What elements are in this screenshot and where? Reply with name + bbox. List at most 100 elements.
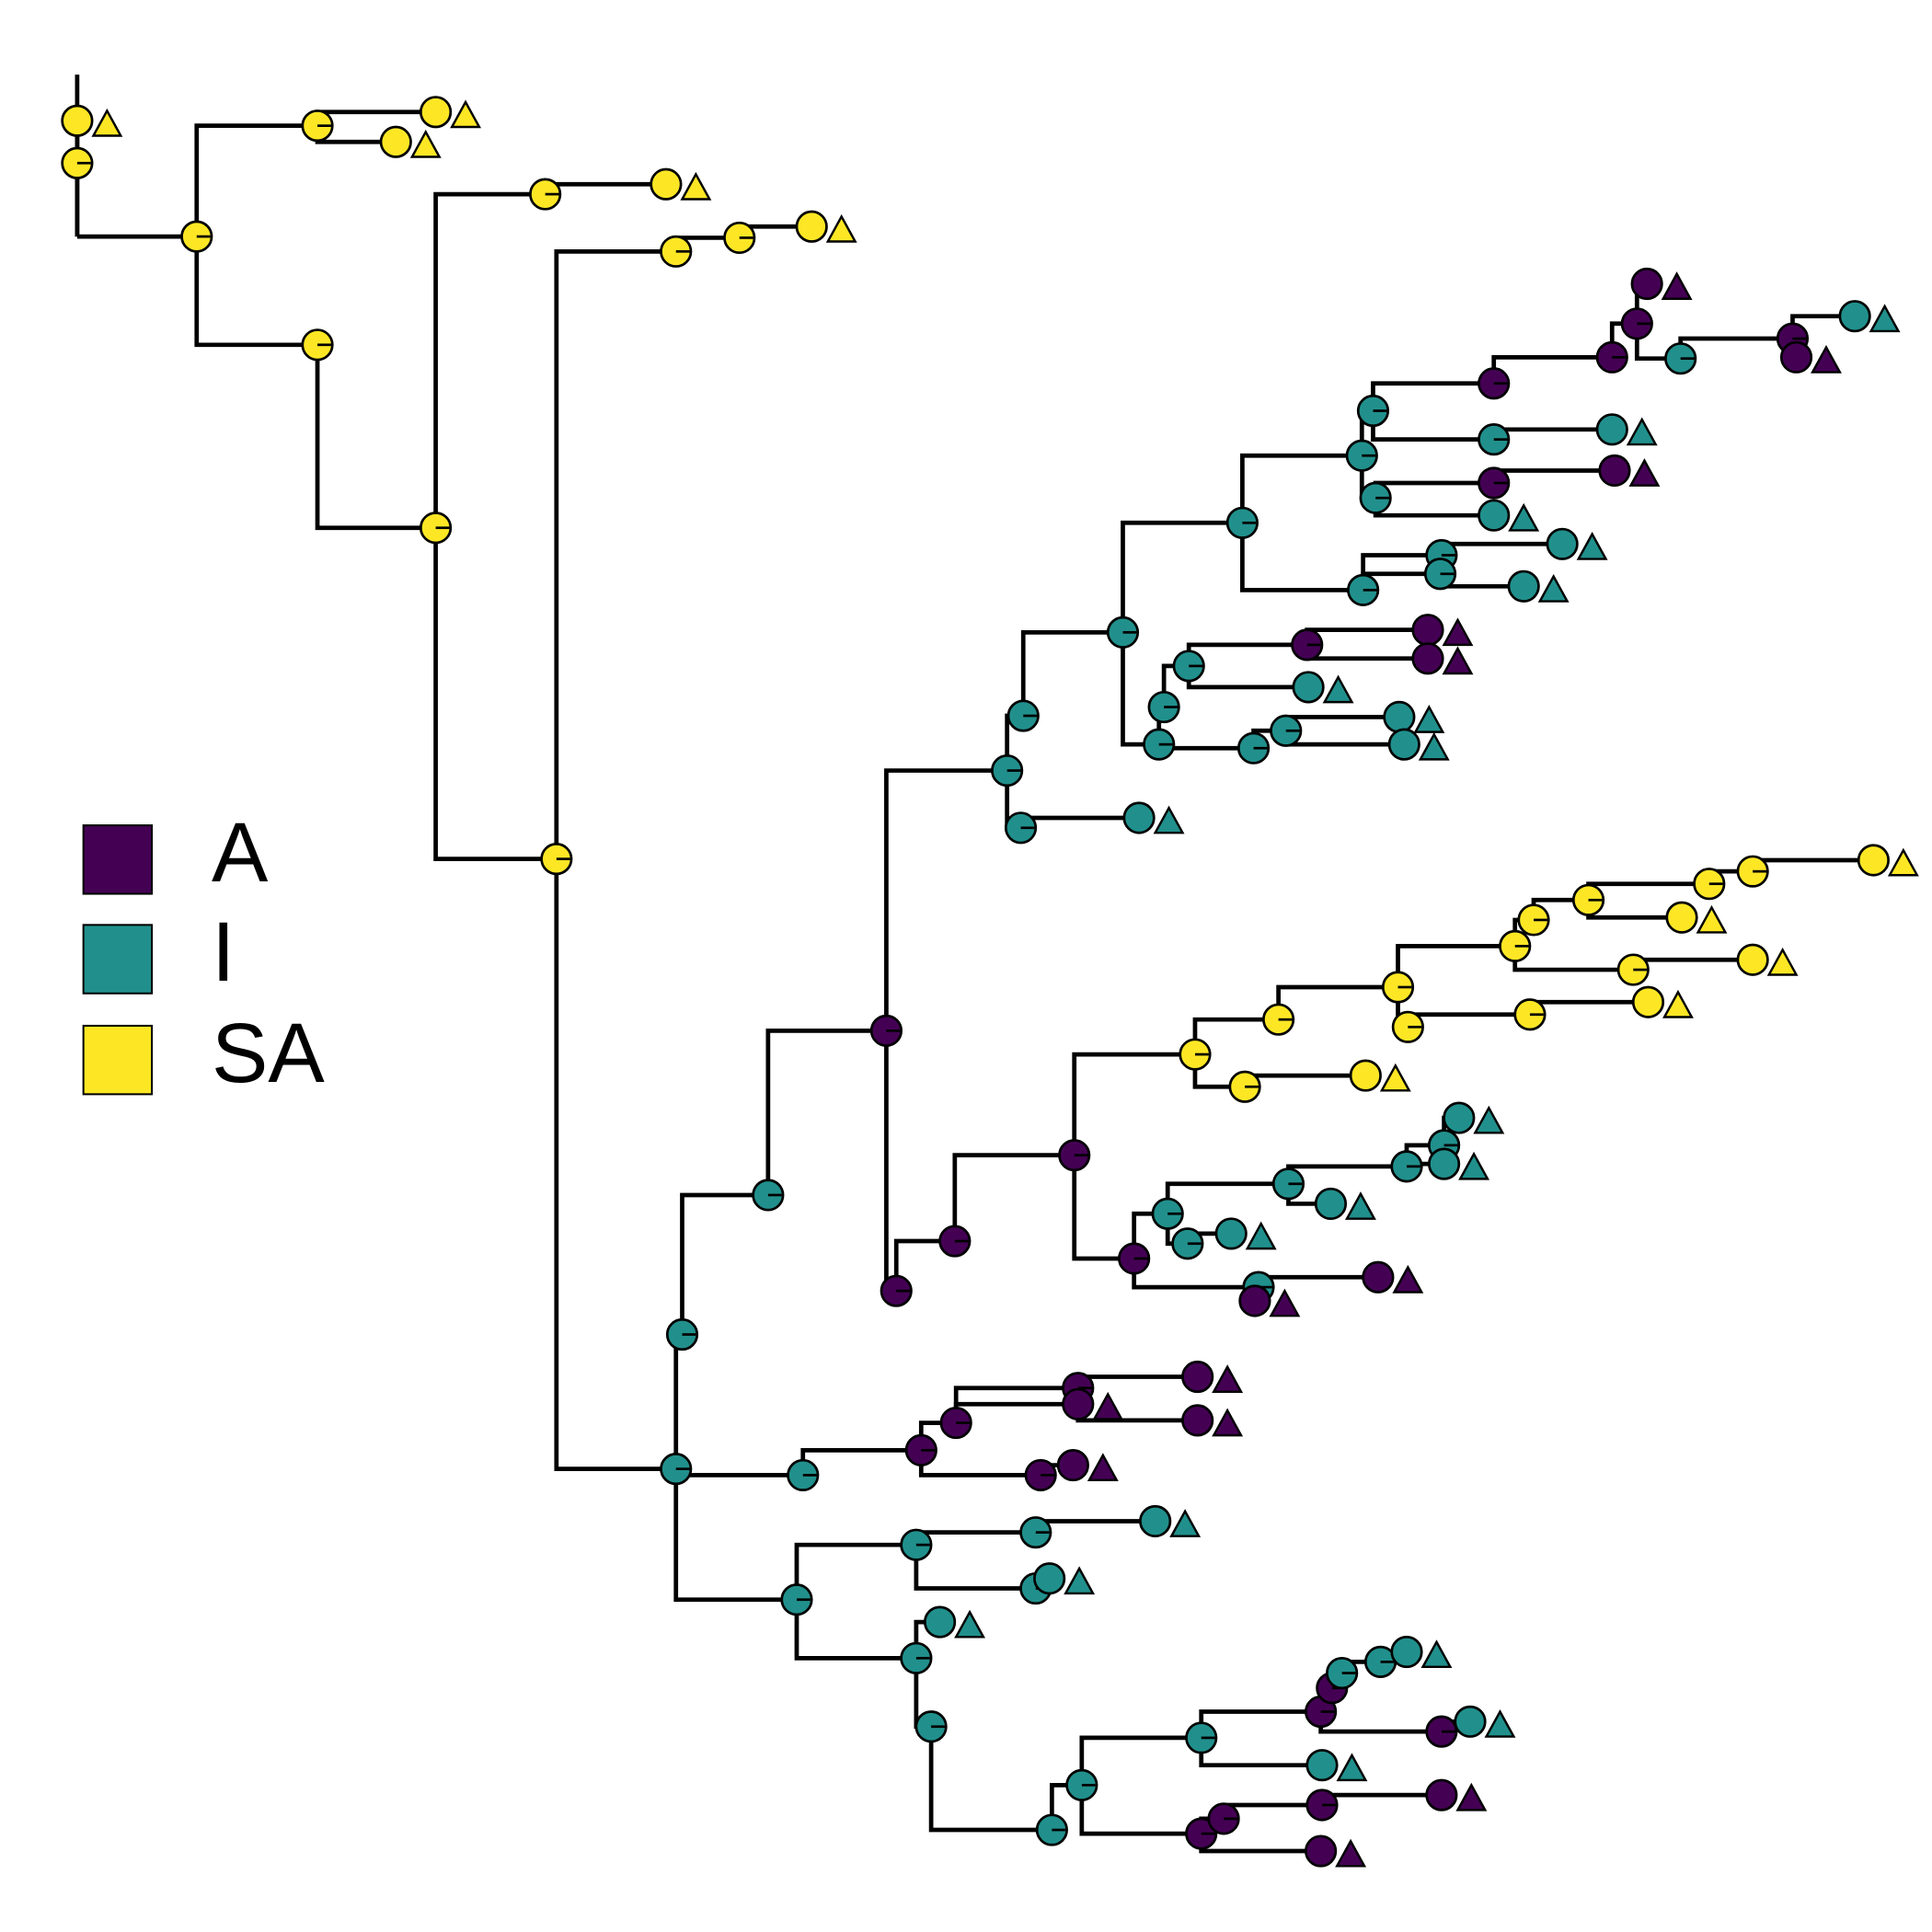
- state-pie: [1314, 1187, 1348, 1221]
- edge: [914, 1530, 1036, 1546]
- state-pie: [650, 167, 683, 201]
- edge: [914, 1545, 1036, 1591]
- edge: [554, 858, 676, 1472]
- state-pie: [1062, 1387, 1095, 1420]
- tip-state: [91, 108, 123, 137]
- edge: [1305, 627, 1428, 645]
- edge: [1242, 1073, 1366, 1087]
- edge: [1319, 1792, 1442, 1805]
- tip-state: [1458, 1151, 1490, 1180]
- edge: [194, 123, 318, 237]
- edge: [1132, 1258, 1259, 1290]
- edge: [918, 1450, 1041, 1478]
- edge: [554, 248, 676, 859]
- edge: [1286, 1164, 1407, 1184]
- tip-state: [1420, 1639, 1453, 1669]
- state-pie: [1425, 1778, 1458, 1811]
- state-pie: [379, 125, 412, 158]
- state-pie: [1857, 844, 1890, 877]
- edge: [543, 181, 666, 195]
- tip-state: [1661, 271, 1693, 300]
- state-pie: [1181, 1360, 1214, 1394]
- edge: [1020, 630, 1123, 717]
- edge: [1373, 480, 1494, 499]
- state-pie: [1033, 1562, 1066, 1595]
- state-pie: [1411, 614, 1444, 647]
- tip-state: [1418, 731, 1450, 761]
- state-pie: [1478, 499, 1511, 532]
- state-pie: [1427, 1147, 1461, 1180]
- nodes: [61, 96, 1919, 1868]
- tip-state: [1344, 1191, 1376, 1220]
- edge: [1371, 381, 1494, 411]
- tip-state: [1442, 617, 1474, 647]
- state-pie: [1390, 1635, 1423, 1669]
- edge: [1240, 453, 1363, 523]
- edge: [1396, 943, 1515, 988]
- tip-state: [1442, 646, 1474, 675]
- edge: [1283, 715, 1399, 731]
- state-pie: [1238, 1284, 1271, 1317]
- edge: [315, 344, 436, 531]
- edge: [1305, 644, 1428, 661]
- tip-state: [1336, 1753, 1368, 1782]
- edge: [315, 109, 436, 126]
- tip-state: [1662, 989, 1694, 1018]
- state-pie: [1214, 1217, 1248, 1250]
- state-pie: [1779, 340, 1813, 374]
- edge: [1199, 1834, 1321, 1854]
- state-pie: [1292, 671, 1325, 704]
- legend-swatch: [82, 1024, 154, 1096]
- legend-label: SA: [212, 1006, 325, 1100]
- edge: [1371, 410, 1494, 443]
- tip-state: [1322, 674, 1354, 704]
- edge: [1283, 730, 1405, 747]
- edge: [1373, 498, 1494, 518]
- edge: [673, 1332, 683, 1469]
- edge: [953, 1401, 1078, 1423]
- state-pie: [923, 1605, 957, 1639]
- edge: [1527, 999, 1649, 1015]
- tip-state: [1508, 502, 1540, 532]
- edge: [1186, 642, 1307, 666]
- tip-state: [1887, 847, 1919, 877]
- edge: [1075, 1374, 1198, 1388]
- edge: [794, 1542, 916, 1600]
- tip-state: [1626, 417, 1658, 446]
- tip-state: [1092, 1391, 1124, 1420]
- edge: [673, 1468, 797, 1603]
- edge: [1079, 1735, 1202, 1786]
- tip-state: [1153, 805, 1185, 834]
- edge: [952, 1153, 1075, 1242]
- edge: [1491, 427, 1613, 440]
- tip-state: [1245, 1221, 1277, 1250]
- edges: [75, 75, 1874, 1854]
- edge: [794, 1599, 916, 1661]
- edge: [765, 1028, 887, 1195]
- edge: [1165, 1181, 1289, 1214]
- state-pie: [1411, 642, 1444, 675]
- tip-state: [680, 171, 712, 201]
- state-pie: [1349, 1059, 1382, 1092]
- edge: [1318, 1711, 1442, 1734]
- edge: [1033, 1519, 1156, 1533]
- state-pie: [1118, 1242, 1151, 1275]
- edge: [1586, 881, 1709, 901]
- edge: [194, 236, 318, 348]
- legend-label: I: [212, 905, 236, 999]
- edge: [1276, 984, 1398, 1020]
- edge: [1199, 1737, 1322, 1768]
- tip-state: [1413, 705, 1445, 733]
- state-pie: [1362, 1260, 1395, 1294]
- state-pie: [1305, 1834, 1338, 1868]
- edge: [1072, 1052, 1195, 1156]
- state-pie: [1546, 527, 1579, 560]
- edge: [1072, 1155, 1134, 1261]
- tip-state: [1484, 1708, 1516, 1738]
- legend-swatch: [82, 924, 154, 995]
- tip-state: [1811, 344, 1842, 374]
- state-pie: [1122, 801, 1156, 834]
- edge: [1240, 523, 1363, 592]
- state-pie: [1630, 267, 1663, 301]
